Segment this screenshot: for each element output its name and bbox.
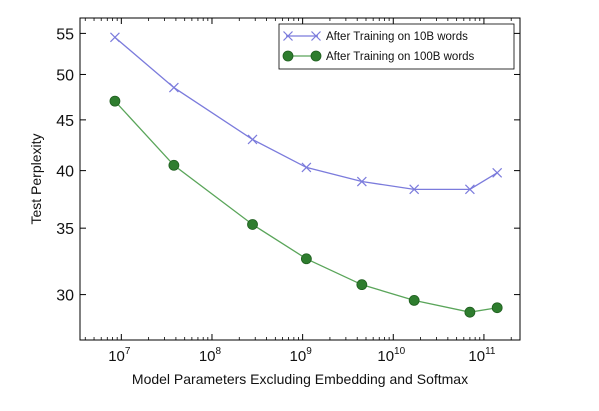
legend-label-1: After Training on 10B words: [326, 31, 468, 43]
data-point-series-2: [109, 95, 121, 107]
y-tick-label: 50: [56, 67, 74, 84]
y-tick-label: 40: [56, 164, 74, 181]
y-tick-label: 35: [56, 221, 74, 238]
data-point-series-1: [492, 167, 503, 178]
data-point-series-2: [356, 279, 368, 291]
x-tick-label: 107: [108, 346, 131, 365]
y-tick-label: 55: [56, 26, 74, 43]
marker-stroke: [464, 184, 475, 195]
legend-marker-1: [283, 31, 293, 41]
legend-marker-2: [310, 50, 322, 62]
x-tick-label: 109: [290, 346, 313, 365]
y-tick-label: 45: [56, 113, 74, 130]
x-tick-label: 1011: [468, 346, 496, 365]
marker-stroke: [301, 162, 312, 173]
y-axis-label: Test Perplexity: [28, 133, 44, 224]
marker-stroke: [356, 176, 367, 187]
x-tick-label: 108: [199, 346, 222, 365]
y-axis: 30 35 40 45 50 55: [56, 26, 520, 305]
series-line-1: [114, 36, 498, 190]
data-point-series-2: [408, 294, 420, 306]
legend-marker-2: [282, 50, 294, 62]
legend-box: [278, 23, 515, 70]
legend: After Training on 10B words After Trainin…: [278, 23, 515, 70]
data-point-series-2: [300, 253, 312, 265]
marker-stroke: [168, 82, 179, 93]
marker-stroke: [247, 134, 258, 145]
data-point-series-2: [168, 159, 180, 171]
data-point-series-1: [110, 32, 120, 43]
plot-frame: [79, 17, 521, 341]
data-point-series-2: [464, 306, 476, 318]
data-point-series-2: [491, 302, 503, 314]
data-point-series-1: [356, 176, 367, 187]
marker-stroke: [311, 31, 321, 41]
data-point-series-1: [168, 82, 179, 93]
x-axis: 107 108 109 1010 1011: [84, 18, 512, 365]
data-point-series-1: [247, 134, 258, 145]
marker-stroke: [492, 167, 503, 178]
data-point-series-1: [409, 184, 420, 195]
marker-stroke: [283, 31, 293, 41]
marker-stroke: [409, 184, 420, 195]
legend-marker-1: [311, 31, 321, 41]
x-tick-label: 1010: [377, 346, 405, 365]
y-tick-label: 30: [56, 288, 74, 305]
data-point-series-2: [247, 219, 258, 230]
x-axis-label: Model Parameters Excluding Embedding and…: [132, 371, 468, 387]
data-point-series-1: [464, 184, 475, 195]
series-layer: [109, 32, 503, 318]
marker-stroke: [110, 32, 120, 43]
data-point-series-1: [301, 162, 312, 173]
legend-label-2: After Training on 100B words: [326, 51, 475, 63]
series-line-2: [114, 100, 498, 313]
